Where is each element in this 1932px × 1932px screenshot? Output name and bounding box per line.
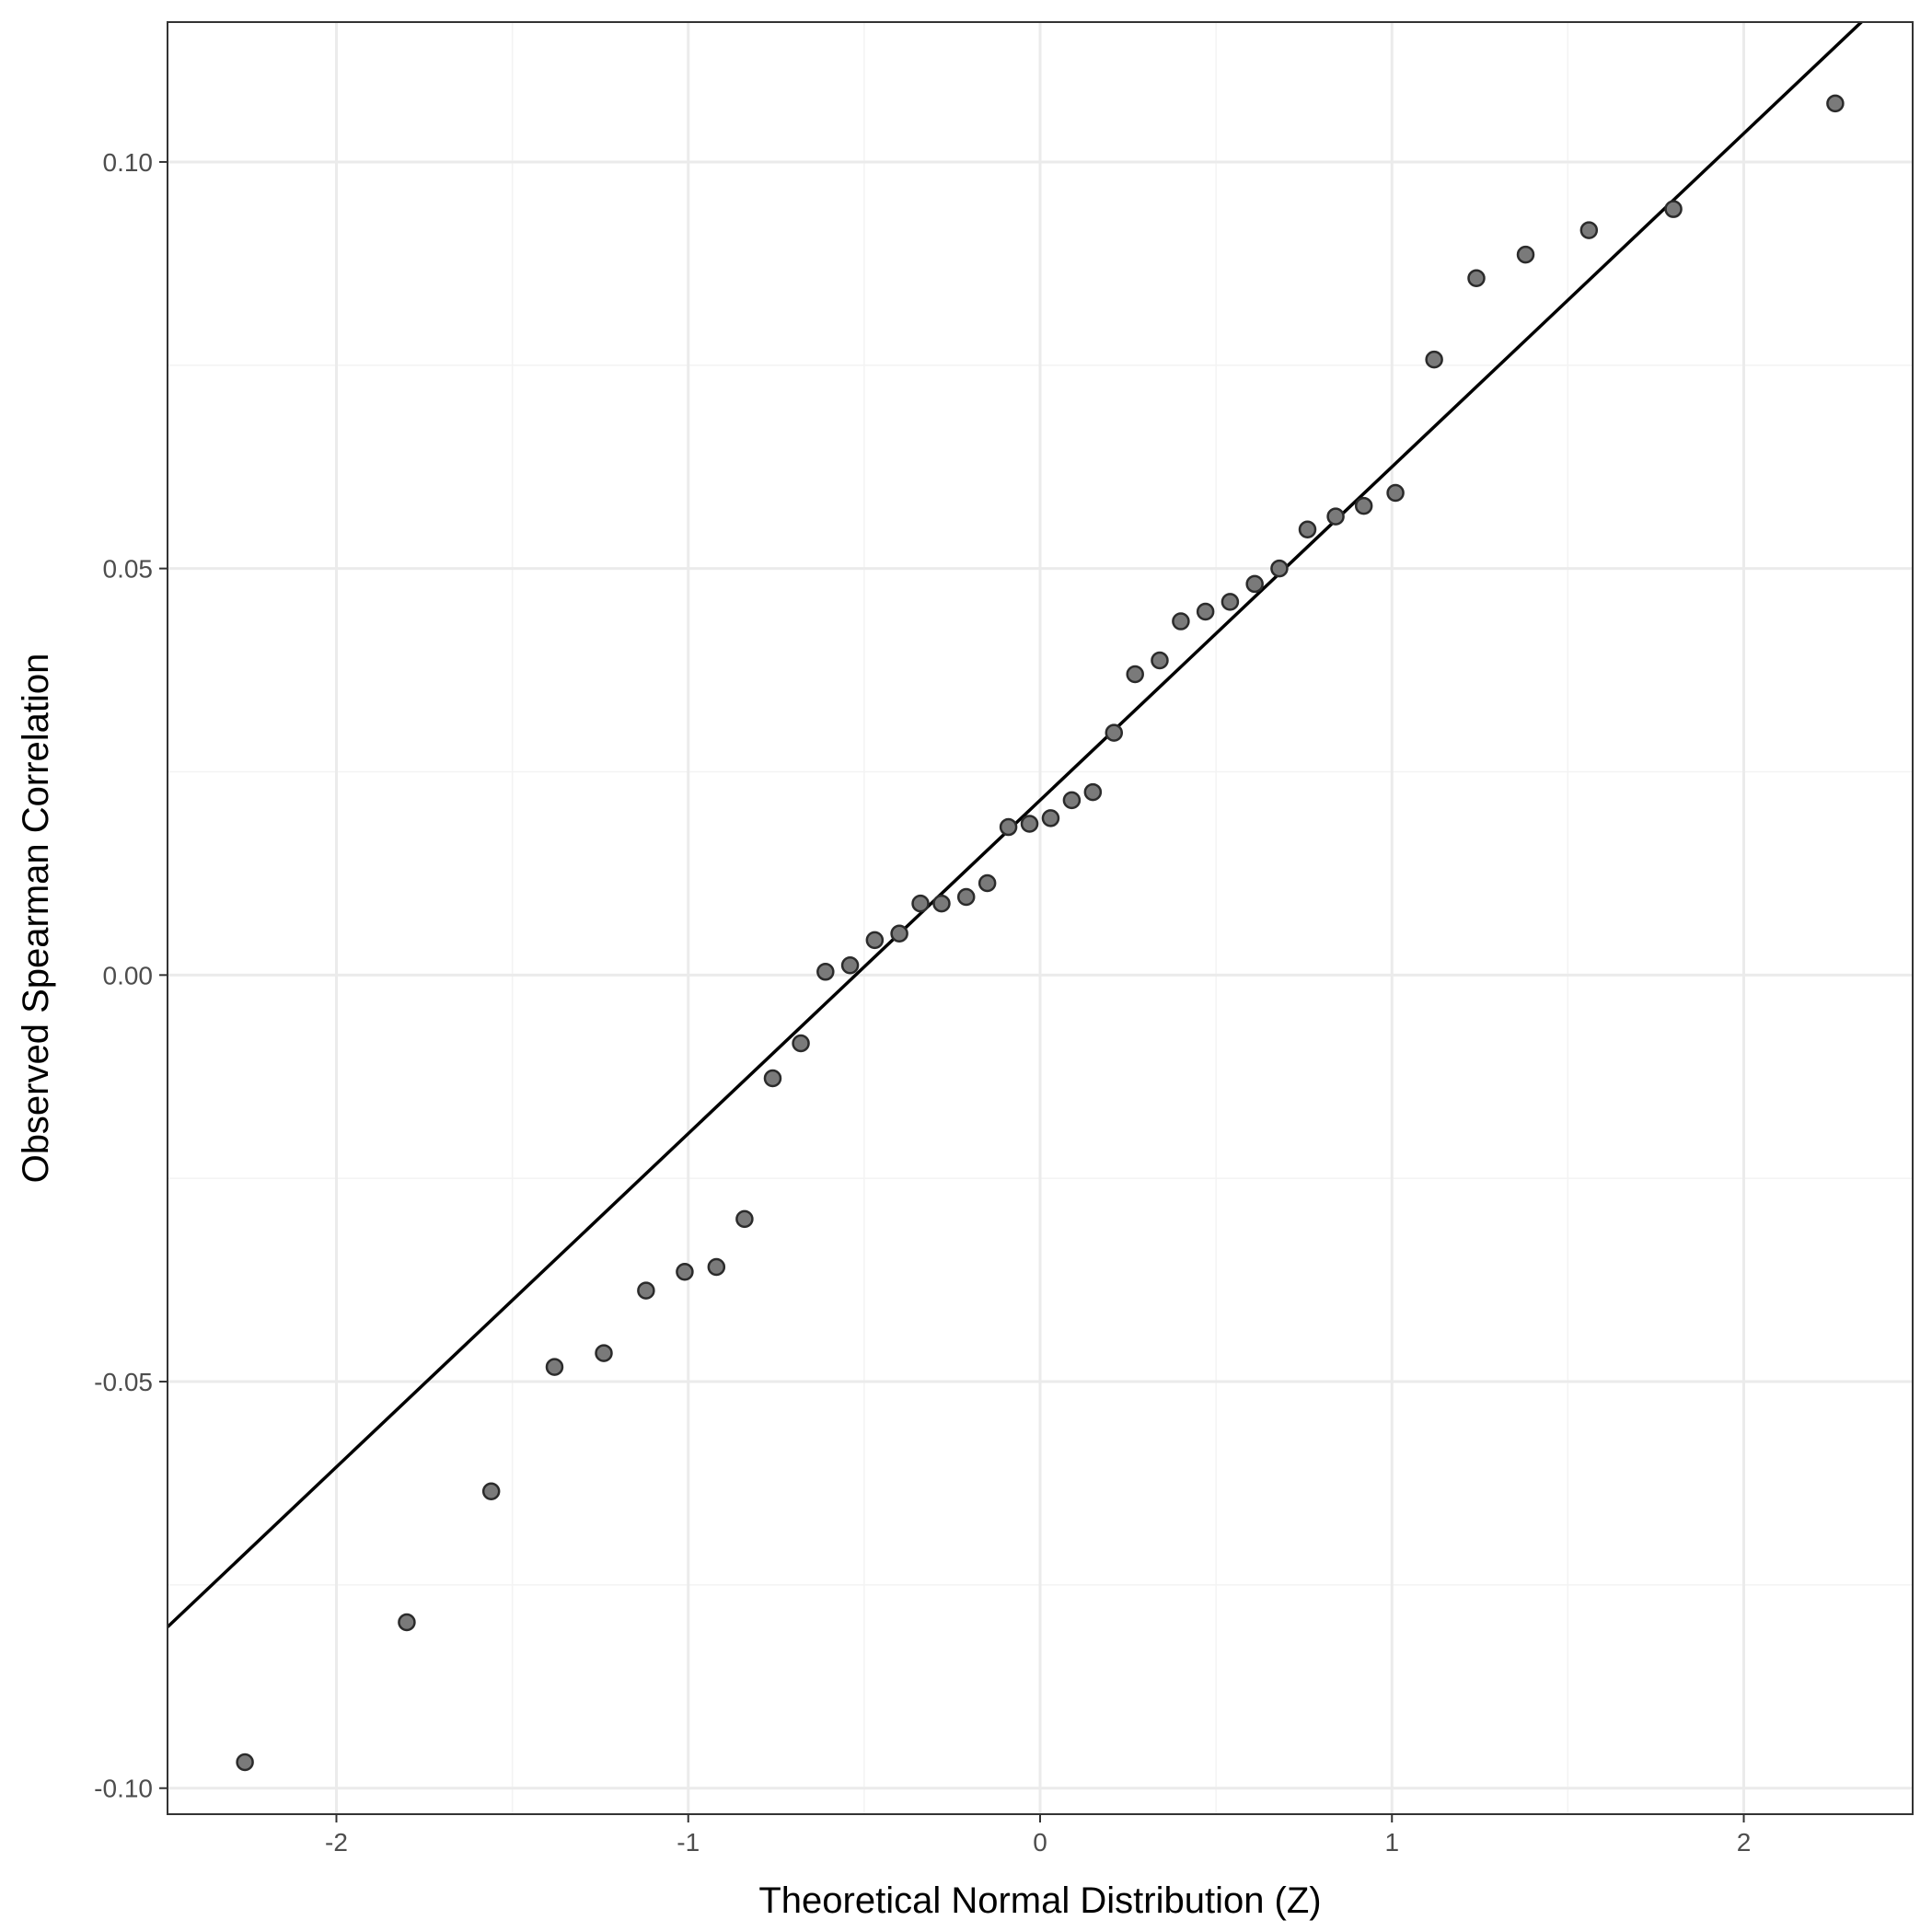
data-point	[1221, 593, 1240, 611]
data-point	[481, 1482, 501, 1501]
data-point	[545, 1358, 564, 1376]
data-point	[1172, 612, 1190, 631]
data-point	[865, 931, 885, 950]
data-point	[1664, 200, 1683, 218]
x-tick-label: -1	[677, 1828, 700, 1857]
data-point	[1245, 574, 1264, 594]
data-point	[1151, 651, 1169, 670]
data-point	[1579, 221, 1599, 239]
x-tick-label: -2	[325, 1828, 348, 1857]
data-point	[890, 924, 908, 943]
data-point	[999, 817, 1018, 837]
data-point	[637, 1281, 655, 1300]
data-point	[1386, 483, 1405, 503]
data-point	[840, 955, 860, 975]
y-tick-label: -0.05	[94, 1368, 153, 1396]
data-point	[763, 1069, 782, 1088]
data-point	[398, 1613, 416, 1632]
y-tick-label: 0.05	[103, 555, 154, 584]
data-point	[676, 1263, 694, 1281]
data-point	[735, 1209, 754, 1229]
y-tick-label: 0.10	[103, 148, 154, 177]
data-point	[1196, 602, 1215, 621]
x-tick-label: 2	[1737, 1828, 1752, 1857]
data-point	[707, 1257, 726, 1277]
data-point	[792, 1034, 810, 1053]
x-tick-label: 0	[1033, 1828, 1047, 1857]
reference-line-layer	[168, 22, 1864, 1628]
data-point	[595, 1344, 613, 1362]
y-axis-tick-labels: -0.10 -0.05 0.00 0.05 0.10	[94, 148, 153, 1803]
data-point	[1041, 809, 1060, 827]
data-point	[932, 894, 951, 913]
data-point	[1826, 94, 1845, 113]
data-point	[1062, 791, 1082, 810]
x-tick-label: 1	[1384, 1828, 1399, 1857]
y-axis-title: Observed Spearman Correlation	[16, 654, 56, 1184]
data-point	[978, 873, 997, 893]
tick-marks	[159, 160, 1745, 1822]
data-point	[956, 887, 976, 907]
data-point	[1270, 559, 1289, 578]
data-point	[1425, 350, 1443, 369]
qq-reference-line	[168, 22, 1864, 1628]
data-point	[1516, 245, 1535, 264]
y-tick-label: -0.10	[94, 1775, 153, 1803]
data-point	[1326, 507, 1345, 526]
data-point	[1105, 723, 1124, 742]
x-axis-tick-labels: -2 -1 0 1 2	[325, 1828, 1751, 1857]
data-point	[1298, 520, 1317, 538]
data-point	[1467, 269, 1486, 288]
data-point	[1354, 496, 1373, 515]
major-gridlines	[168, 22, 1913, 1814]
y-tick-label: 0.00	[103, 961, 154, 989]
data-point	[911, 894, 930, 913]
data-point	[1126, 665, 1144, 684]
x-axis-title: Theoretical Normal Distribution (Z)	[758, 1880, 1321, 1921]
data-points	[236, 94, 1845, 1772]
data-point	[1083, 782, 1103, 802]
data-point	[1020, 815, 1039, 833]
data-point	[236, 1753, 254, 1772]
data-point	[816, 963, 835, 981]
